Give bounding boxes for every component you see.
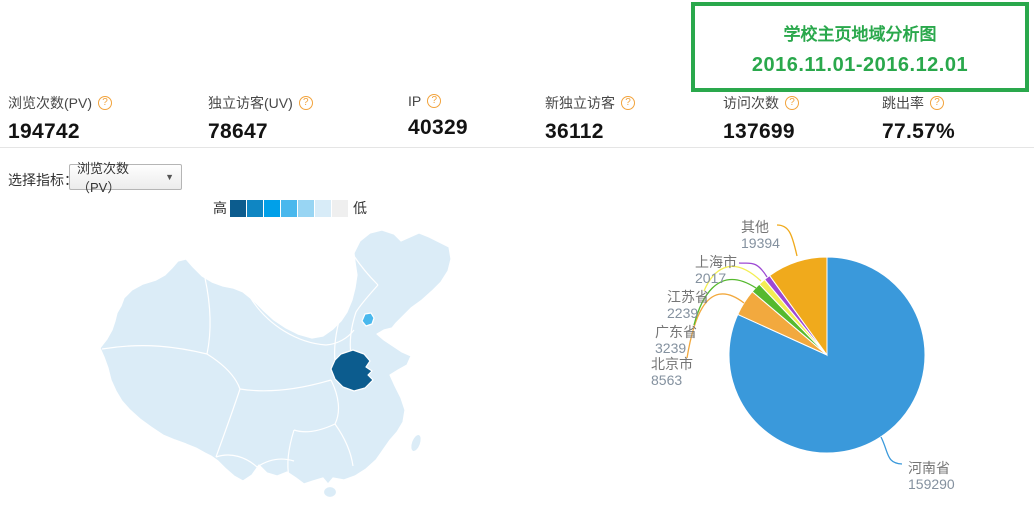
pie-leader-line [738,262,768,278]
pie-leader-line [703,265,762,292]
pie-label-name: 广东省 [655,324,697,340]
stat-new-visitors: 新独立访客? 36112 [545,93,635,144]
legend-high-label: 高 [213,200,227,216]
pie-leader-line [686,293,745,359]
metric-selector-value: 浏览次数（PV） [77,161,130,195]
legend-swatch [332,199,348,217]
pie-label-北京市: 北京市 8563 [651,356,693,388]
pie-leader-line [880,436,903,465]
pie-label-name: 上海市 [695,254,737,270]
help-icon[interactable]: ? [785,96,799,110]
legend-swatch [264,199,280,217]
stat-uv-label: 独立访客(UV) [208,95,293,111]
pie-label-value: 2017 [695,270,727,286]
help-icon[interactable]: ? [98,96,112,110]
stat-bounce-rate-value: 77.57% [882,120,956,143]
legend-swatch [298,199,314,217]
pie-label-value: 3239 [655,340,687,356]
pie-label-name: 河南省 [908,460,950,476]
china-map [60,228,480,516]
legend-swatch [315,199,331,217]
report-date-range: 2016.11.01-2016.12.01 [751,54,969,76]
chevron-down-icon: ▼ [165,172,174,182]
stat-visits-label: 访问次数 [723,95,779,111]
pie-label-上海市: 上海市 2017 [695,254,737,286]
stat-pv-value: 194742 [8,120,80,143]
report-title: 学校主页地域分析图 [783,25,937,44]
legend-swatch [281,199,297,217]
pie-label-value: 159290 [908,476,955,492]
metric-selector-label: 选择指标： [8,172,78,188]
horizontal-divider [0,147,1034,148]
stat-uv-value: 78647 [208,120,268,143]
stat-bounce-rate: 跳出率? 77.57% [882,93,955,144]
help-icon[interactable]: ? [930,96,944,110]
pie-leader-line [776,224,798,257]
pie-slice-其他[interactable] [768,256,828,357]
report-title-box: 学校主页地域分析图 2016.11.01-2016.12.01 [691,2,1029,92]
pie-label-河南省: 河南省 159290 [908,460,955,492]
stat-bounce-rate-label: 跳出率 [882,95,924,111]
stat-pv-label: 浏览次数(PV) [8,95,92,111]
stat-ip-label: IP [408,93,422,109]
pie-label-value: 8563 [651,372,683,388]
taiwan-island[interactable] [409,433,424,453]
legend-swatch [230,199,246,217]
stat-visits-value: 137699 [723,120,795,143]
pie-label-江苏省: 江苏省 2239 [667,289,709,321]
province-henan[interactable] [330,349,374,392]
legend-color-scale [227,199,348,217]
map-color-legend: 高 低 [213,198,367,218]
pie-label-value: 2239 [667,305,699,321]
pv-region-pie-chart: 河南省 159290 北京市 8563 广东省 3239 江苏省 2239 上海市 2017 其他 1… [630,210,1034,516]
hainan-island[interactable] [322,485,338,499]
province-borders [101,255,379,478]
stat-uv: 独立访客(UV)? 78647 [208,93,313,144]
china-map-base[interactable] [99,229,452,485]
stat-ip-value: 40329 [408,116,468,139]
help-icon[interactable]: ? [427,94,442,108]
help-icon[interactable]: ? [621,96,635,110]
legend-swatch [247,199,263,217]
pie-leader-line [693,279,757,326]
stat-new-visitors-label: 新独立访客 [545,95,615,111]
pie-label-其他: 其他 19394 [741,219,780,251]
pie-label-广东省: 广东省 3239 [655,324,697,356]
stat-ip: IP? 40329 [408,93,468,140]
pie-label-name: 其他 [741,219,769,235]
metric-selector-dropdown[interactable]: 浏览次数（PV） ▼ [69,161,182,195]
help-icon[interactable]: ? [298,96,313,110]
stat-new-visitors-value: 36112 [545,120,604,143]
stat-pv: 浏览次数(PV)? 194742 [8,93,112,144]
province-beijing[interactable] [361,312,375,327]
stat-visits: 访问次数? 137699 [723,93,799,144]
legend-low-label: 低 [353,200,367,216]
pie-label-value: 19394 [741,235,780,251]
pie-label-name: 江苏省 [667,289,709,305]
pie-slice-河南省[interactable] [728,256,926,454]
pie-label-name: 北京市 [651,356,693,372]
